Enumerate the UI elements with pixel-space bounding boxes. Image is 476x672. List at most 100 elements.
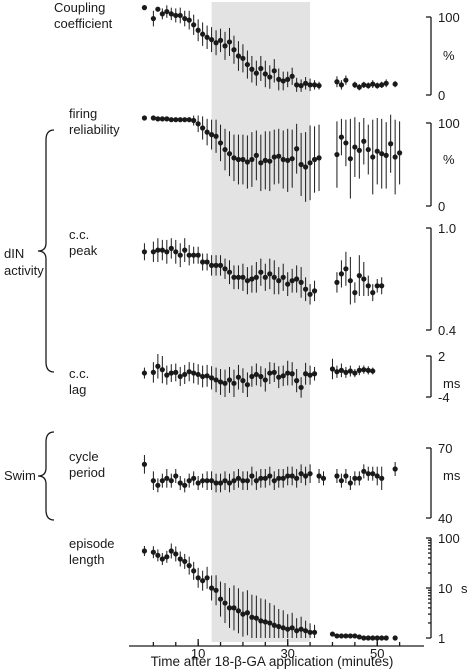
data-point: [352, 475, 358, 481]
data-point: [307, 372, 313, 378]
data-point: [370, 154, 376, 160]
y-tick-label: 0.4: [438, 323, 456, 338]
panel-label-line: cycle: [69, 449, 99, 464]
data-point: [338, 633, 345, 639]
data-point: [392, 466, 398, 472]
data-point: [168, 11, 174, 17]
group-label-swim: Swim: [4, 468, 36, 483]
panel-label-line: peak: [69, 243, 98, 258]
data-point: [298, 161, 304, 168]
data-point: [307, 291, 313, 297]
data-point: [329, 631, 336, 637]
data-point: [253, 274, 259, 280]
data-point: [244, 382, 250, 388]
data-point: [200, 578, 206, 584]
data-point: [204, 34, 210, 40]
data-point: [303, 473, 309, 479]
data-point: [217, 37, 224, 44]
data-point: [271, 369, 277, 375]
data-point: [374, 83, 380, 89]
data-point: [177, 556, 183, 562]
data-point: [316, 83, 322, 89]
data-point: [195, 121, 201, 127]
data-point: [249, 373, 255, 380]
data-point: [379, 283, 385, 289]
data-point: [294, 475, 300, 481]
data-point: [338, 271, 345, 277]
x-tick-label: 10: [191, 646, 205, 661]
data-point: [164, 249, 170, 255]
data-point: [200, 125, 206, 131]
data-point: [222, 478, 228, 484]
data-point: [226, 269, 233, 275]
group-braces-layer: dIN activity Swim: [4, 129, 55, 521]
data-point: [267, 620, 273, 626]
data-point: [226, 39, 233, 45]
x-axis-label: Time after 18-β-GA application (minutes): [151, 654, 394, 669]
data-point: [222, 146, 228, 153]
data-point: [182, 247, 188, 253]
data-point: [141, 249, 148, 255]
data-point: [164, 475, 170, 481]
data-point: [217, 262, 224, 268]
data-point: [276, 153, 282, 159]
y-tick-label: 70: [438, 441, 452, 456]
data-point: [231, 155, 237, 161]
data-point: [150, 15, 156, 22]
data-point: [276, 374, 282, 380]
data-point: [222, 380, 228, 386]
data-point: [159, 116, 165, 122]
y-tick-label: 10: [438, 581, 452, 596]
data-point: [249, 614, 255, 620]
data-point: [294, 146, 300, 152]
data-point: [222, 266, 228, 272]
data-point: [208, 37, 215, 43]
panel-coupling-coefficient: Coupling coefficient 0 100%: [54, 0, 460, 103]
data-point: [383, 80, 389, 86]
data-point: [352, 82, 358, 88]
data-point: [258, 65, 264, 72]
data-point: [365, 83, 371, 89]
data-point: [374, 148, 380, 154]
data-point: [204, 575, 210, 581]
data-point: [262, 475, 268, 481]
data-point: [191, 475, 197, 481]
data-point: [213, 480, 219, 486]
data-point: [307, 82, 313, 88]
data-point: [240, 611, 246, 617]
panel-label-episode-length: episode length: [69, 536, 115, 567]
data-point: [316, 473, 322, 479]
data-point: [374, 473, 380, 479]
data-point: [379, 475, 385, 481]
data-point: [294, 276, 300, 282]
panel-label-line: c.c.: [69, 227, 89, 242]
data-point: [352, 290, 358, 296]
data-point: [159, 478, 165, 484]
data-point: [204, 129, 210, 135]
data-point: [244, 610, 250, 616]
data-point: [235, 608, 242, 614]
data-point: [374, 283, 380, 289]
data-point: [177, 12, 183, 19]
data-point: [361, 138, 367, 144]
data-point: [289, 73, 295, 79]
data-point: [141, 461, 148, 467]
data-point: [164, 554, 170, 560]
data-point: [267, 158, 273, 164]
data-point: [361, 635, 367, 641]
data-point: [280, 475, 286, 481]
data-point: [217, 480, 224, 486]
data-point: [338, 82, 345, 88]
y-tick-label: 1.0: [438, 221, 456, 236]
data-point: [186, 478, 192, 484]
data-point: [271, 622, 277, 628]
data-point: [150, 478, 156, 484]
data-point: [150, 115, 156, 121]
data-point: [370, 471, 376, 477]
data-point: [320, 475, 327, 481]
group-label-din-activity: dIN activity: [4, 246, 44, 278]
panel-label-line: Coupling: [54, 0, 105, 15]
data-point: [217, 140, 224, 146]
data-point: [164, 8, 170, 15]
data-point: [303, 628, 309, 634]
